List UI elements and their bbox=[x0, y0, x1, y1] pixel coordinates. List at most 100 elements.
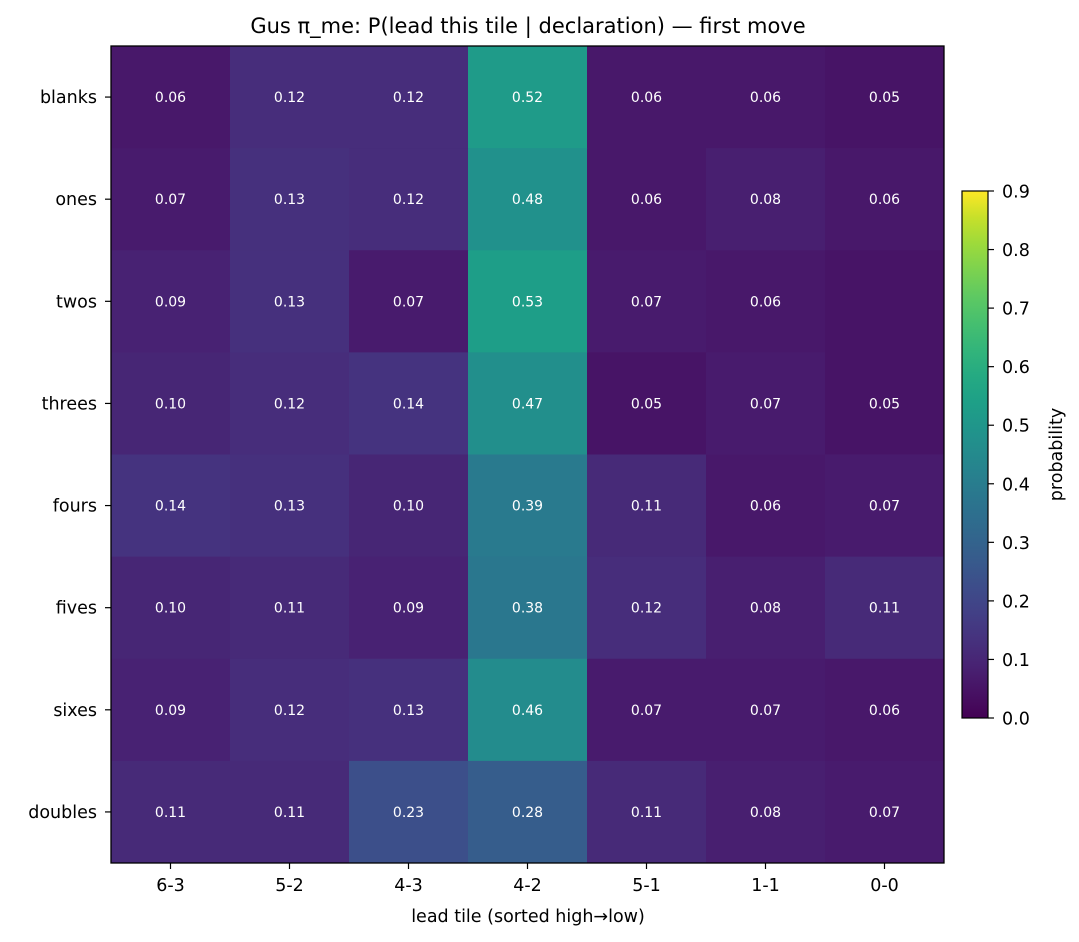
cell-value-label: 0.06 bbox=[869, 192, 900, 208]
cell-value-label: 0.06 bbox=[750, 294, 781, 310]
heatmap-cell-twos-1-1 bbox=[706, 250, 826, 353]
cell-value-label: 0.38 bbox=[512, 601, 543, 617]
heatmap-cell-fours-6-3 bbox=[111, 454, 231, 558]
cell-value-label: 0.12 bbox=[393, 90, 424, 106]
heatmap-cell-twos-6-3 bbox=[111, 250, 231, 353]
cell-value-label: 0.11 bbox=[631, 805, 662, 821]
cell-value-label: 0.05 bbox=[631, 396, 662, 412]
y-tick-label: fives bbox=[56, 599, 97, 619]
cell-value-label: 0.28 bbox=[512, 805, 543, 821]
colorbar-tick-label: 0.8 bbox=[1002, 241, 1030, 261]
heatmap-cell-twos-5-1 bbox=[587, 250, 707, 353]
colorbar-tick-label: 0.4 bbox=[1002, 475, 1030, 495]
heatmap-cell-doubles-4-2 bbox=[468, 760, 588, 864]
x-axis-label: lead tile (sorted high→low) bbox=[411, 907, 645, 927]
y-tick-label: blanks bbox=[40, 88, 97, 108]
cell-value-label: 0.06 bbox=[750, 499, 781, 515]
heatmap-cell-doubles-6-3 bbox=[111, 760, 231, 864]
heatmap-cell-fives-4-2 bbox=[468, 556, 588, 660]
cell-value-label: 0.53 bbox=[512, 294, 543, 310]
heatmap-cell-doubles-5-2 bbox=[230, 760, 350, 864]
cell-value-label: 0.05 bbox=[869, 90, 900, 106]
cell-value-label: 0.12 bbox=[393, 192, 424, 208]
heatmap-cell-blanks-5-2 bbox=[230, 46, 350, 149]
colorbar-label: probability bbox=[1047, 408, 1067, 501]
heatmap-cell-threes-4-3 bbox=[349, 352, 469, 455]
x-tick-label: 5-2 bbox=[275, 876, 304, 896]
heatmap-cell-twos-5-2 bbox=[230, 250, 350, 353]
heatmap-cell-blanks-4-2 bbox=[468, 46, 588, 149]
cell-value-label: 0.12 bbox=[274, 703, 305, 719]
heatmap-cell-sixes-4-3 bbox=[349, 658, 469, 762]
heatmap-cell-blanks-5-1 bbox=[587, 46, 707, 149]
cell-value-label: 0.06 bbox=[869, 703, 900, 719]
cell-value-label: 0.07 bbox=[869, 805, 900, 821]
heatmap-cell-twos-4-3 bbox=[349, 250, 469, 353]
heatmap-cell-labels: 0.06 0.12 0.12 0.52 0.06 0.06 0.05 0.07 0.13 0.12… bbox=[155, 90, 900, 821]
cell-value-label: 0.06 bbox=[631, 192, 662, 208]
cell-value-label: 0.47 bbox=[512, 396, 543, 412]
cell-value-label: 0.14 bbox=[393, 396, 424, 412]
cell-value-label: 0.07 bbox=[631, 703, 662, 719]
cell-value-label: 0.13 bbox=[274, 499, 305, 515]
x-tick-label: 4-2 bbox=[513, 876, 542, 896]
x-axis-ticks: 6-3 5-2 4-3 4-2 5-1 1-1 0-0 bbox=[156, 863, 899, 896]
cell-value-label: 0.11 bbox=[274, 805, 305, 821]
cell-value-label: 0.11 bbox=[155, 805, 186, 821]
cell-value-label: 0.10 bbox=[155, 601, 186, 617]
heatmap-cell-doubles-4-3 bbox=[349, 760, 469, 864]
cell-value-label: 0.13 bbox=[274, 294, 305, 310]
cell-value-label: 0.07 bbox=[155, 192, 186, 208]
heatmap-cell-blanks-1-1 bbox=[706, 46, 826, 149]
heatmap-cell-sixes-4-2 bbox=[468, 658, 588, 762]
colorbar-tick-label: 0.5 bbox=[1002, 417, 1030, 437]
heatmap-cell-fours-5-1 bbox=[587, 454, 707, 558]
y-tick-label: twos bbox=[56, 292, 97, 312]
heatmap-cell-fives-4-3 bbox=[349, 556, 469, 660]
cell-value-label: 0.06 bbox=[155, 90, 186, 106]
cell-value-label: 0.48 bbox=[512, 192, 543, 208]
x-tick-label: 4-3 bbox=[394, 876, 423, 896]
y-tick-label: doubles bbox=[28, 803, 97, 823]
cell-value-label: 0.09 bbox=[393, 601, 424, 617]
colorbar-tick-label: 0.9 bbox=[1002, 183, 1030, 203]
heatmap-cell-fours-1-1 bbox=[706, 454, 826, 558]
y-tick-label: threes bbox=[42, 394, 97, 414]
cell-value-label: 0.12 bbox=[274, 90, 305, 106]
heatmap-cell-fours-4-3 bbox=[349, 454, 469, 558]
heatmap-cell-sixes-6-3 bbox=[111, 658, 231, 762]
cell-value-label: 0.46 bbox=[512, 703, 543, 719]
colorbar-tick-label: 0.0 bbox=[1002, 710, 1030, 730]
heatmap-cell-fours-5-2 bbox=[230, 454, 350, 558]
cell-value-label: 0.39 bbox=[512, 499, 543, 515]
heatmap-cell-twos-4-2 bbox=[468, 250, 588, 353]
heatmap-cell-threes-5-1 bbox=[587, 352, 707, 455]
cell-value-label: 0.07 bbox=[750, 396, 781, 412]
heatmap-cell-ones-1-1 bbox=[706, 148, 826, 251]
heatmap-cell-threes-4-2 bbox=[468, 352, 588, 455]
heatmap-cell-ones-4-3 bbox=[349, 148, 469, 251]
heatmap-cell-blanks-4-3 bbox=[349, 46, 469, 149]
heatmap-cell-sixes-5-1 bbox=[587, 658, 707, 762]
colorbar-tick-label: 0.1 bbox=[1002, 651, 1030, 671]
heatmap-cell-ones-5-2 bbox=[230, 148, 350, 251]
heatmap-cell-fours-0-0 bbox=[825, 454, 945, 558]
cell-value-label: 0.09 bbox=[155, 703, 186, 719]
heatmap-cell-sixes-1-1 bbox=[706, 658, 826, 762]
x-tick-label: 5-1 bbox=[632, 876, 661, 896]
colorbar: 0.0 0.1 0.2 0.3 0.4 0.5 0.6 0.7 0.8 0.9 probabilit… bbox=[961, 183, 1067, 730]
cell-value-label: 0.12 bbox=[631, 601, 662, 617]
colorbar-tick-label: 0.6 bbox=[1002, 358, 1030, 378]
cell-value-label: 0.12 bbox=[274, 396, 305, 412]
heatmap-cell-doubles-1-1 bbox=[706, 760, 826, 864]
heatmap-cell-fives-1-1 bbox=[706, 556, 826, 660]
cell-value-label: 0.07 bbox=[869, 499, 900, 515]
y-axis-ticks: blanks ones twos threes fours fives sixes doubl… bbox=[28, 88, 111, 823]
heatmap-cell-ones-6-3 bbox=[111, 148, 231, 251]
colorbar-tick-label: 0.7 bbox=[1002, 300, 1030, 320]
cell-value-label: 0.08 bbox=[750, 192, 781, 208]
heatmap-cell-blanks-6-3 bbox=[111, 46, 231, 149]
cell-value-label: 0.09 bbox=[155, 294, 186, 310]
heatmap-cell-fives-0-0 bbox=[825, 556, 945, 660]
heatmap-cell-ones-0-0 bbox=[825, 148, 945, 251]
